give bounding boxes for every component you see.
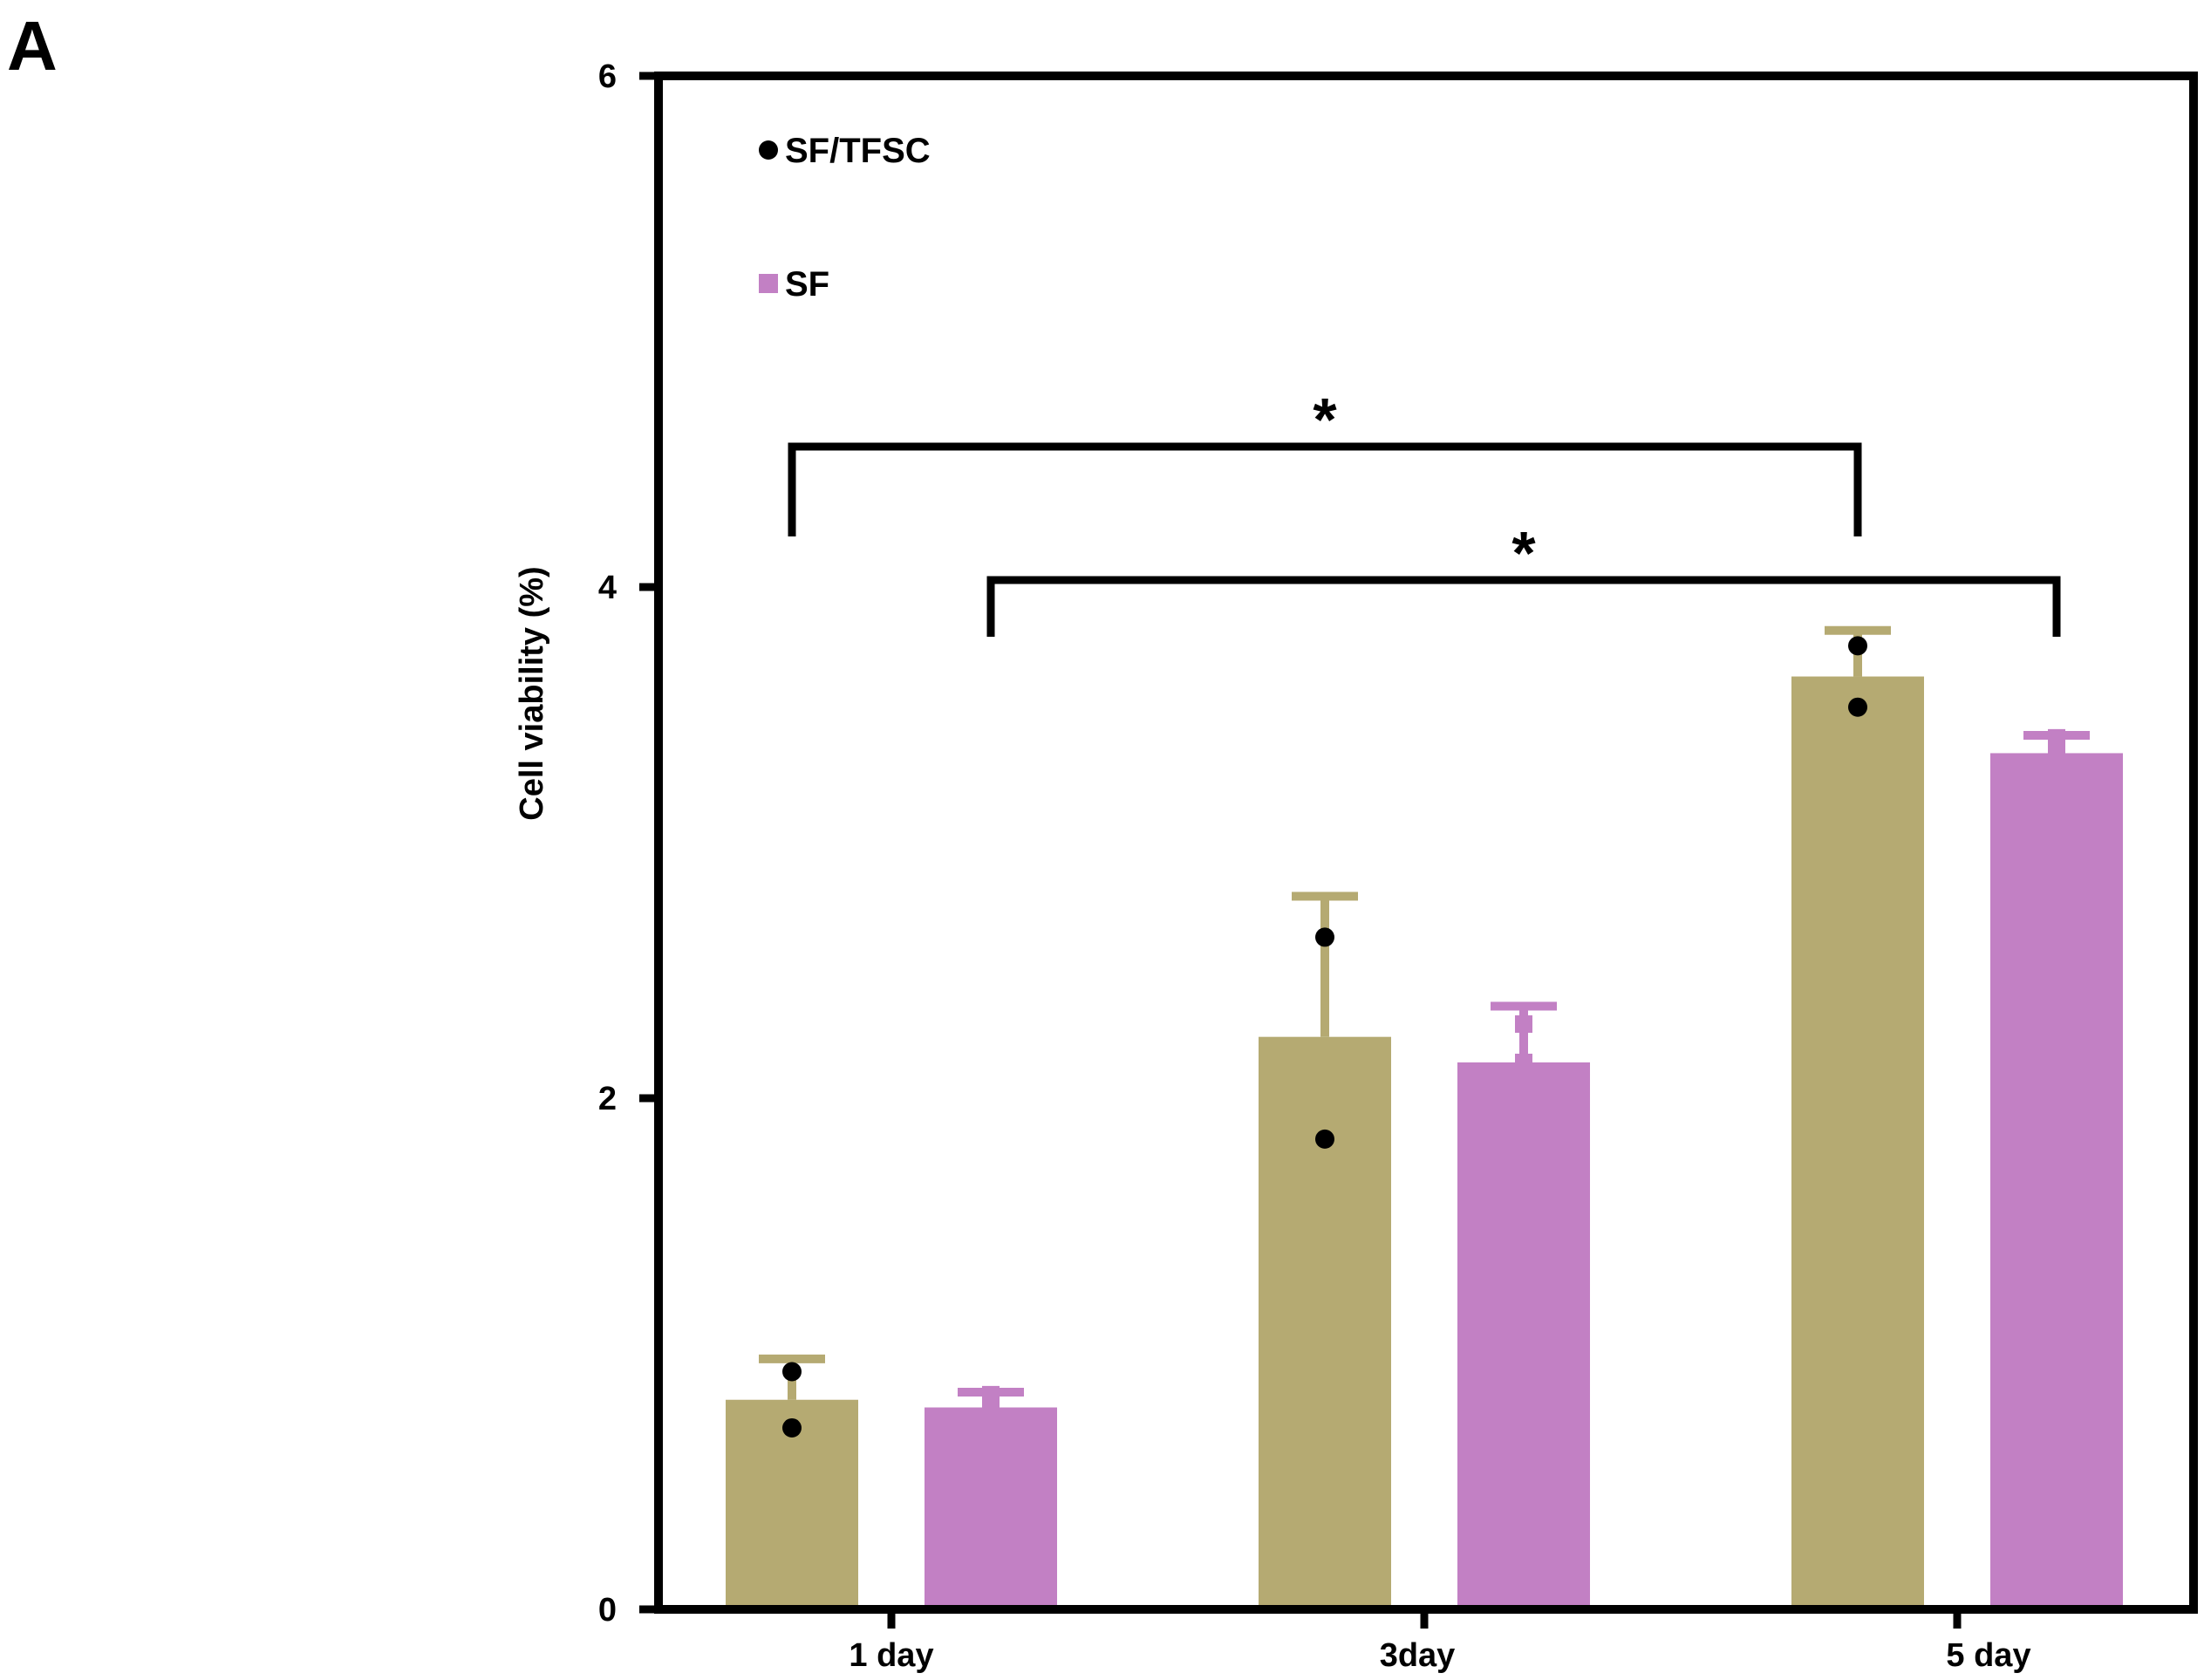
x-tick-label-2: 5 day	[1946, 1637, 2030, 1674]
data-point-0-1-0	[1315, 927, 1334, 947]
y-tick-label-1: 2	[598, 1081, 617, 1117]
x-tick-label-0: 1 day	[849, 1637, 933, 1674]
data-point-0-0-0	[782, 1362, 802, 1382]
data-point-0-2-1	[1848, 697, 1867, 717]
legend-marker-1	[759, 274, 778, 293]
legend-marker-0	[759, 140, 778, 160]
significance-star-1: *	[1511, 519, 1536, 587]
panel-letter: A	[7, 7, 58, 85]
data-point-1-2-0	[2048, 728, 2065, 747]
y-axis-title: Cell viability (%)	[514, 566, 550, 820]
data-point-1-1-0	[1515, 1015, 1532, 1034]
y-tick-label-2: 4	[598, 570, 617, 606]
legend-label-1: SF	[785, 265, 829, 304]
y-tick-label-3: 6	[598, 58, 617, 95]
data-point-0-2-0	[1848, 636, 1867, 656]
bar-sf-1	[1457, 1062, 1590, 1609]
y-tick-label-0: 0	[598, 1592, 617, 1629]
x-tick-label-1: 3day	[1380, 1637, 1456, 1674]
legend-label-0: SF/TFSC	[785, 132, 931, 170]
bar-sf-0	[925, 1407, 1057, 1609]
data-point-1-1-1	[1515, 1053, 1532, 1071]
significance-bracket-0	[788, 442, 1862, 536]
data-point-1-0-1	[982, 1398, 1000, 1417]
bar-sf-2	[1990, 753, 2123, 1609]
data-point-0-0-1	[782, 1417, 802, 1438]
bar-sf-tfsc-1	[1259, 1036, 1391, 1609]
significance-star-0: *	[1313, 386, 1337, 454]
significance-bracket-1	[986, 576, 2061, 637]
plot-frame	[654, 72, 2198, 1614]
data-point-1-2-1	[2048, 744, 2065, 762]
data-point-0-1-1	[1315, 1129, 1334, 1149]
bar-sf-tfsc-2	[1791, 676, 1924, 1609]
